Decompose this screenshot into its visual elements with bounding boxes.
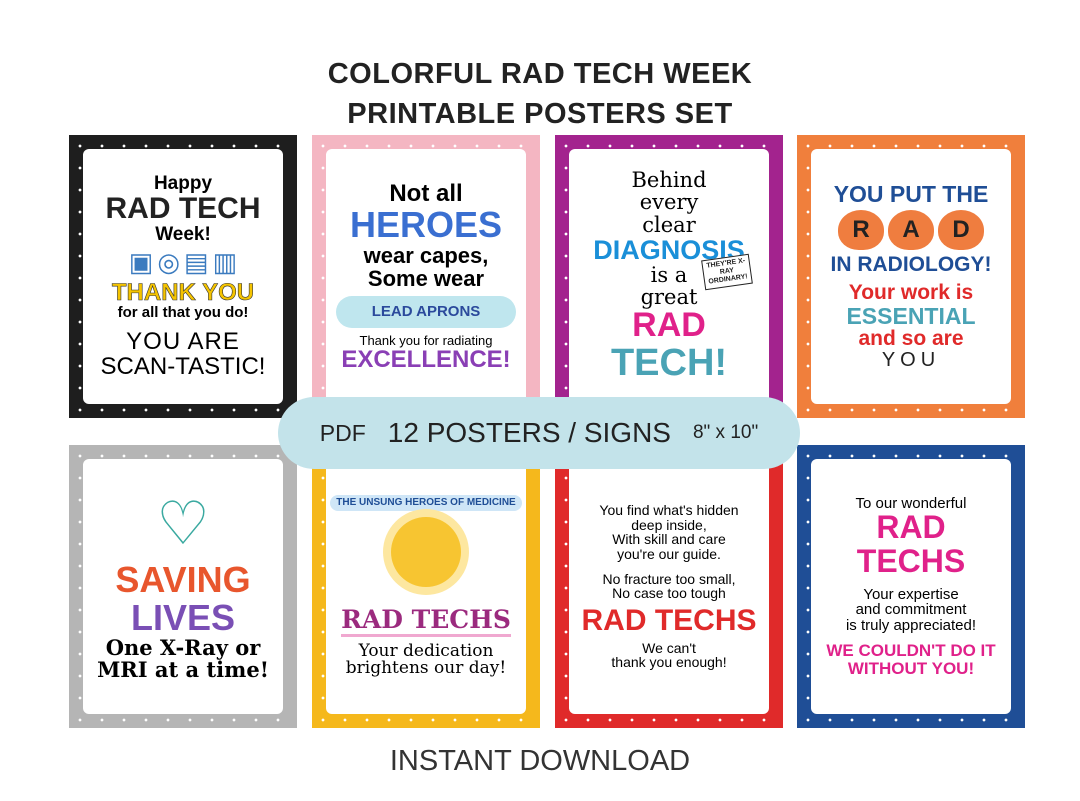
poster-text: We can't	[642, 639, 696, 656]
poster-text: RAD	[876, 509, 946, 546]
poster-text: RAD TECHS	[341, 607, 511, 637]
poster-text: One X-Ray or	[105, 634, 261, 660]
poster-text: IN RADIOLOGY!	[830, 252, 992, 276]
poster-text: Your work is	[848, 280, 974, 304]
poster-rad-in-radiology: YOU PUT THE R A D IN RADIOLOGY! Your wor…	[797, 135, 1025, 418]
poster-text: YOU ARE	[126, 328, 240, 356]
title-line-2: PRINTABLE POSTERS SET	[347, 98, 733, 130]
poster-text: is a	[650, 262, 688, 287]
size-label: 8" x 10"	[692, 422, 759, 443]
poster-text: WITHOUT YOU!	[847, 658, 975, 678]
poster-text: Thank you for radiating	[359, 332, 493, 348]
poster-text: THANK YOU	[111, 279, 255, 307]
poster-text: and so are	[858, 327, 964, 351]
poster-text: RAD TECH	[105, 192, 261, 226]
poster-text: brightens our day!	[345, 658, 507, 679]
heart-icon: R	[838, 209, 884, 250]
poster-diagnosis: Behind every clear DIAGNOSIS is a great …	[555, 135, 783, 418]
mri-scanner-icon: ▣	[128, 246, 154, 277]
poster-text: RAD TECHS	[581, 604, 757, 638]
heart-icon: D	[938, 209, 984, 250]
count-label: 12 POSTERS / SIGNS	[387, 417, 671, 448]
poster-text: With skill and care	[612, 531, 726, 548]
poster-text: YOU PUT THE	[833, 180, 989, 207]
poster-text: for all that you do!	[117, 304, 249, 322]
poster-text: HEROES	[349, 203, 503, 245]
poster-text: TECH!	[610, 341, 728, 384]
poster-text: Not all	[389, 179, 463, 207]
poster-saving-lives: ♡ SAVING LIVES One X-Ray or MRI at a tim…	[69, 445, 297, 728]
xray-chest-icon: ▤	[184, 246, 209, 277]
title-line-1: COLORFUL RAD TECH WEEK	[327, 58, 753, 90]
poster-wonderful-rad-techs: To our wonderful RAD TECHS Your expertis…	[797, 445, 1025, 728]
poster-count-banner: PDF 12 POSTERS / SIGNS 8" x 10"	[278, 397, 800, 469]
poster-text: is truly appreciated!	[845, 617, 977, 634]
heart-hands-icon: ♡	[156, 490, 210, 558]
heart-icon: A	[888, 209, 934, 250]
poster-text: Some wear	[367, 265, 485, 291]
lead-aprons-label: LEAD APRONS	[336, 295, 516, 328]
poster-text: EXCELLENCE!	[341, 346, 511, 374]
poster-text: ESSENTIAL	[846, 303, 976, 330]
ribbon-text: THE UNSUNG HEROES OF MEDICINE	[330, 494, 522, 512]
sun-icon	[391, 517, 461, 588]
poster-text: thank you enough!	[611, 654, 727, 671]
poster-text: clear	[642, 212, 696, 237]
poster-text: great	[640, 284, 698, 309]
poster-text: and commitment	[855, 601, 967, 619]
poster-text: LIVES	[130, 596, 236, 638]
poster-text: Happy	[153, 172, 213, 194]
poster-text: YOU	[881, 349, 941, 372]
poster-text: No case too tough	[612, 585, 726, 602]
poster-text: SCAN-TASTIC!	[100, 353, 266, 381]
poster-text: deep inside,	[631, 516, 707, 533]
poster-text: TECHS	[856, 542, 966, 579]
poster-text: WE COULDN'T DO IT	[826, 640, 996, 660]
poster-unsung-heroes: THE UNSUNG HEROES OF MEDICINE RAD TECHS …	[312, 445, 540, 728]
poster-text: Behind	[631, 168, 707, 193]
poster-text: wear capes,	[363, 242, 489, 268]
poster-text: Week!	[155, 223, 211, 245]
format-label: PDF	[319, 419, 366, 446]
poster-text: MRI at a time!	[97, 656, 269, 682]
instant-download-label: INSTANT DOWNLOAD	[389, 745, 691, 777]
poster-text: every	[639, 190, 699, 215]
poster-text: No fracture too small,	[602, 570, 736, 587]
imaging-equipment-icons: ▣ ◎ ▤ ▥	[128, 246, 238, 277]
poster-text: RAD	[632, 306, 706, 344]
poster-heroes: Not all HEROES wear capes, Some wear LEA…	[312, 135, 540, 418]
ct-scanner-icon: ◎	[157, 246, 181, 277]
poster-text: To our wonderful	[855, 494, 967, 512]
poster-text: you're our guide.	[617, 546, 721, 563]
poster-happy-rad-tech-week: Happy RAD TECH Week! ▣ ◎ ▤ ▥ THANK YOU for …	[69, 135, 297, 418]
poster-text: You find what's hidden	[599, 502, 739, 518]
poster-hidden-inside: You find what's hidden deep inside, With…	[555, 445, 783, 728]
ultrasound-machine-icon: ▥	[212, 246, 238, 277]
poster-text: SAVING	[115, 559, 251, 601]
poster-text: Your dedication	[358, 640, 494, 661]
poster-text: Your expertise	[863, 585, 959, 603]
rad-hearts: R A D	[838, 209, 984, 250]
